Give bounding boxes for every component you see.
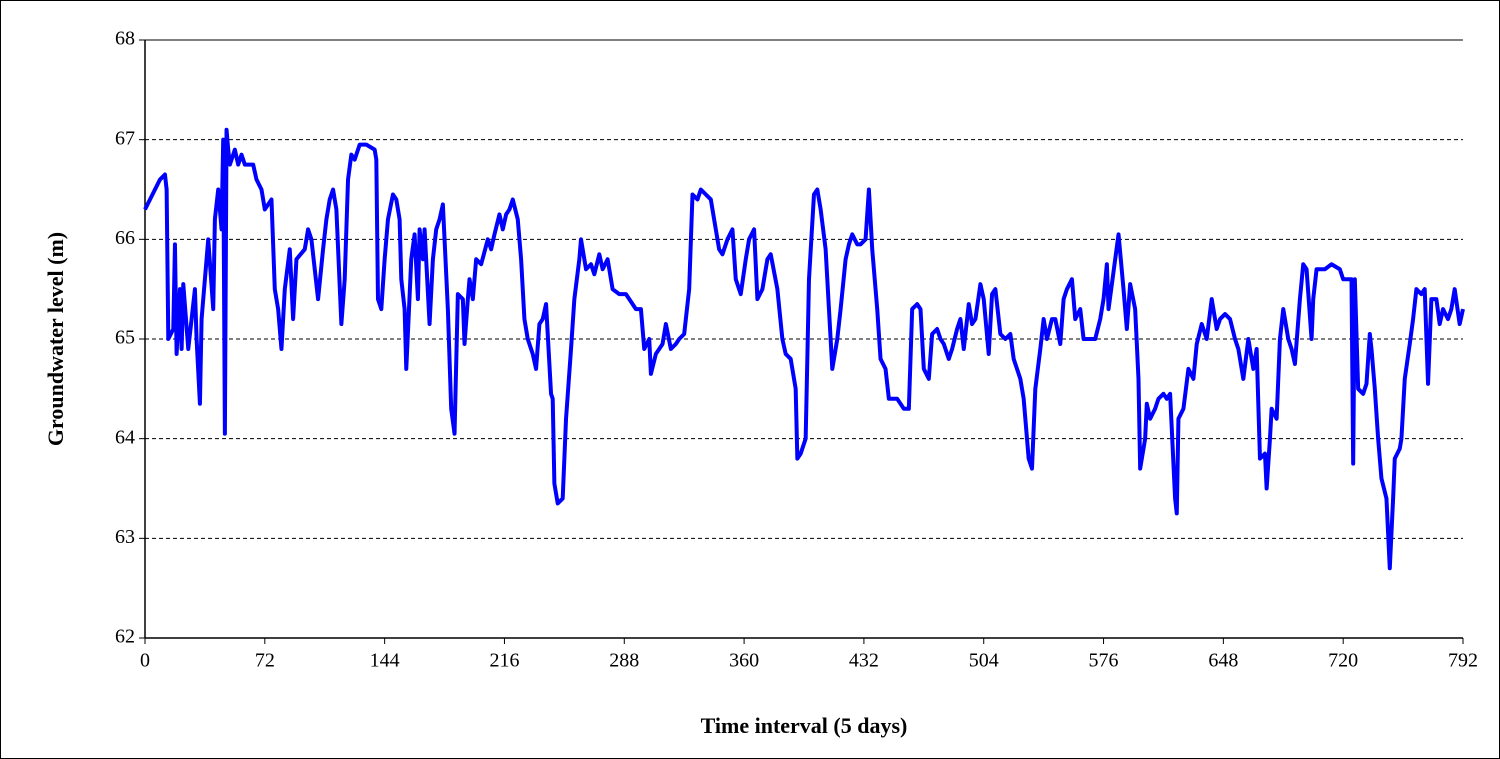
x-tick-label: 504 [969,650,999,672]
x-tick-label: 72 [255,650,275,672]
y-tick-label: 64 [115,426,135,448]
x-tick-label: 360 [729,650,759,672]
x-tick-label: 576 [1089,650,1119,672]
x-tick-label: 216 [489,650,519,672]
x-tick-label: 720 [1328,650,1358,672]
data-line [143,127,1465,571]
x-tick-label: 144 [370,650,400,672]
x-axis-title: Time interval (5 days) [701,713,908,738]
y-tick-label: 67 [115,127,135,149]
x-tick-label: 648 [1208,650,1238,672]
y-tick-label: 62 [115,626,135,648]
y-axis-title: Groundwater level (m) [43,232,68,446]
y-tick-label: 65 [115,327,135,349]
y-tick-label: 68 [115,28,135,50]
x-tick-label: 288 [609,650,639,672]
y-tick-label: 66 [115,227,135,249]
x-tick-label: 792 [1448,650,1478,672]
x-tick-label: 432 [849,650,879,672]
y-tick-label: 63 [115,526,135,548]
x-tick-label: 0 [140,650,150,672]
